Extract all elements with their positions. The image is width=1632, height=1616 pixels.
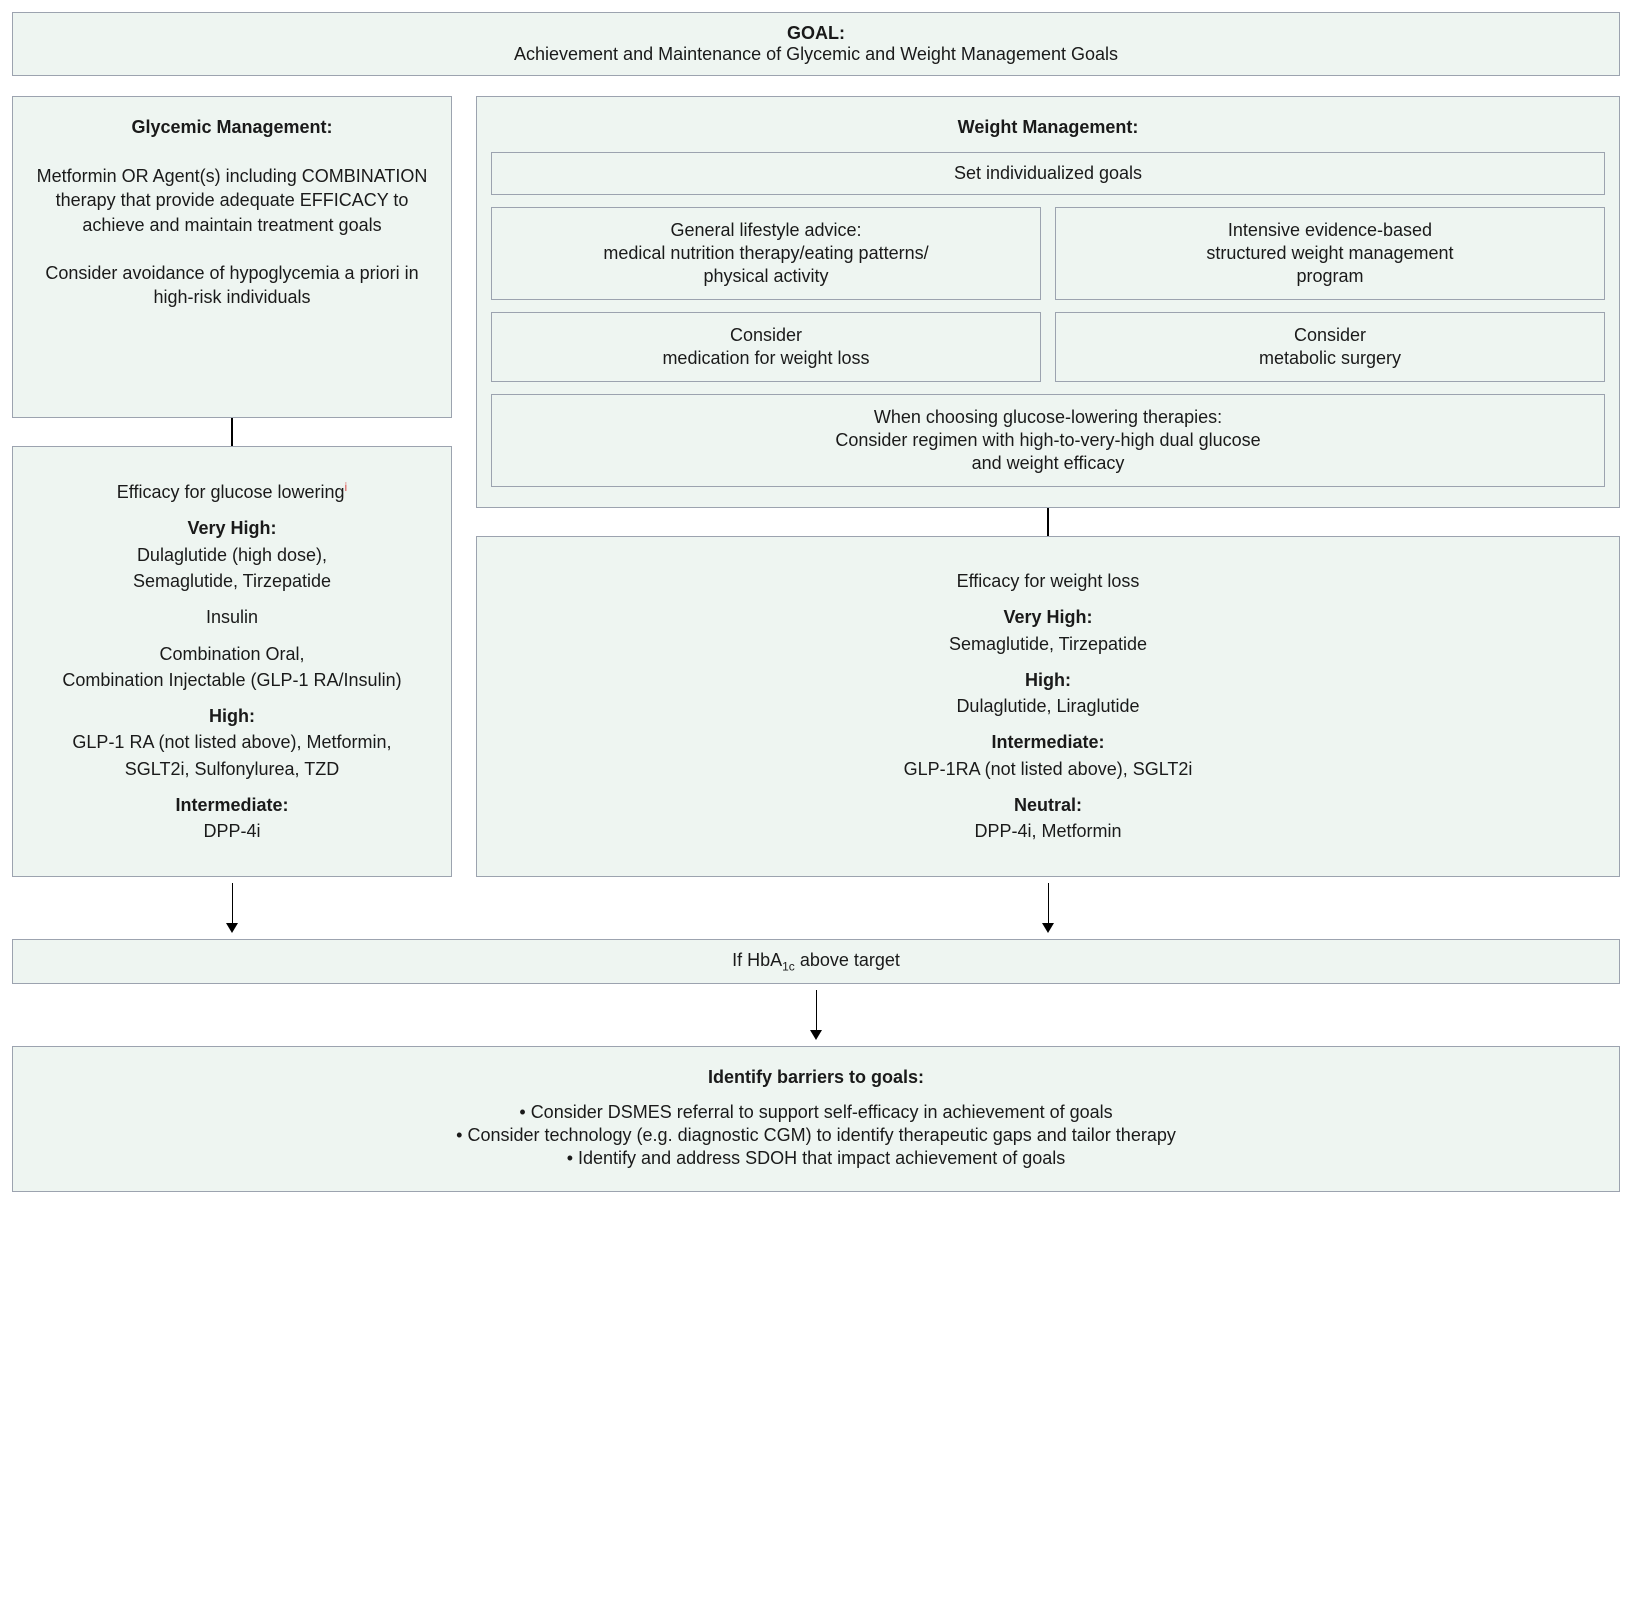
vh1: Dulaglutide (high dose),	[27, 543, 437, 567]
weight-very-high: Very High: Semaglutide, Tirzepatide	[491, 605, 1605, 656]
int-label: Intermediate:	[27, 793, 437, 817]
hba1c-suffix: above target	[795, 950, 900, 970]
lifestyle-3: physical activity	[506, 266, 1026, 287]
bullet-icon: •	[567, 1148, 578, 1168]
combo2: Combination Injectable (GLP-1 RA/Insulin…	[27, 668, 437, 692]
program-1: Intensive evidence-based	[1070, 220, 1590, 241]
lifestyle-box: General lifestyle advice: medical nutrit…	[491, 207, 1041, 300]
hba1c-prefix: If HbA	[732, 950, 782, 970]
choose-3: and weight efficacy	[506, 453, 1590, 474]
glycemic-title: Glycemic Management:	[27, 117, 437, 138]
weight-intermediate: Intermediate: GLP-1RA (not listed above)…	[491, 730, 1605, 781]
w-h-label: High:	[491, 668, 1605, 692]
footnote-mark-icon: i	[345, 480, 348, 494]
glucose-eff-heading-text: Efficacy for glucose lowering	[117, 482, 345, 502]
goal-text: Achievement and Maintenance of Glycemic …	[27, 44, 1605, 65]
program-3: program	[1070, 266, 1590, 287]
very-high-label: Very High:	[27, 516, 437, 540]
glycemic-body-2: Consider avoidance of hypoglycemia a pri…	[27, 261, 437, 310]
hba1c-box: If HbA1c above target	[12, 939, 1620, 985]
glucose-efficacy-box: Efficacy for glucose loweringi Very High…	[12, 446, 452, 877]
barrier-1: • Consider DSMES referral to support sel…	[27, 1102, 1605, 1123]
goal-box: GOAL: Achievement and Maintenance of Gly…	[12, 12, 1620, 76]
w-h1: Dulaglutide, Liraglutide	[491, 694, 1605, 718]
glucose-intermediate: Intermediate: DPP-4i	[27, 793, 437, 844]
right-arrow-col	[476, 877, 1620, 939]
left-arrow-col	[12, 877, 452, 939]
lifestyle-2: medical nutrition therapy/eating pattern…	[506, 243, 1026, 264]
surg-box: Consider metabolic surgery	[1055, 312, 1605, 382]
barriers-box: Identify barriers to goals: • Consider D…	[12, 1046, 1620, 1192]
barrier-1-text: Consider DSMES referral to support self-…	[531, 1102, 1113, 1122]
med-1: Consider	[506, 325, 1026, 346]
combo1: Combination Oral,	[27, 642, 437, 666]
barrier-3: • Identify and address SDOH that impact …	[27, 1148, 1605, 1169]
w-vh1: Semaglutide, Tirzepatide	[491, 632, 1605, 656]
w-vh-label: Very High:	[491, 605, 1605, 629]
arrow-down-mid	[12, 990, 1620, 1040]
weight-mgmt-box: Weight Management: Set individualized go…	[476, 96, 1620, 508]
combo-block: Combination Oral, Combination Injectable…	[27, 642, 437, 693]
goal-label: GOAL:	[27, 23, 1605, 44]
high-label: High:	[27, 704, 437, 728]
arrows-row	[12, 877, 1620, 939]
hba1c-sub: 1c	[782, 959, 795, 973]
med-box: Consider medication for weight loss	[491, 312, 1041, 382]
med-2: medication for weight loss	[506, 348, 1026, 369]
program-box: Intensive evidence-based structured weig…	[1055, 207, 1605, 300]
vh2: Semaglutide, Tirzepatide	[27, 569, 437, 593]
row-med-surg: Consider medication for weight loss Cons…	[491, 312, 1605, 382]
h1: GLP-1 RA (not listed above), Metformin,	[27, 730, 437, 754]
connector-line-right	[1047, 508, 1049, 536]
weight-eff-heading: Efficacy for weight loss	[491, 569, 1605, 593]
insulin-line: Insulin	[27, 605, 437, 629]
right-column: Weight Management: Set individualized go…	[476, 96, 1620, 877]
main-columns: Glycemic Management: Metformin OR Agent(…	[12, 96, 1620, 877]
bullet-icon: •	[456, 1125, 467, 1145]
w-n1: DPP-4i, Metformin	[491, 819, 1605, 843]
barrier-2: • Consider technology (e.g. diagnostic C…	[27, 1125, 1605, 1146]
arrow-down-right	[1042, 883, 1054, 933]
weight-neutral: Neutral: DPP-4i, Metformin	[491, 793, 1605, 844]
row-lifestyle-program: General lifestyle advice: medical nutrit…	[491, 207, 1605, 300]
choose-box: When choosing glucose-lowering therapies…	[491, 394, 1605, 487]
weight-efficacy-box: Efficacy for weight loss Very High: Sema…	[476, 536, 1620, 877]
connector-line	[231, 418, 233, 446]
int1: DPP-4i	[27, 819, 437, 843]
lifestyle-1: General lifestyle advice:	[506, 220, 1026, 241]
barrier-2-text: Consider technology (e.g. diagnostic CGM…	[467, 1125, 1175, 1145]
glycemic-body-1: Metformin OR Agent(s) including COMBINAT…	[27, 164, 437, 237]
h2: SGLT2i, Sulfonylurea, TZD	[27, 757, 437, 781]
arrow-down-left	[226, 883, 238, 933]
glucose-very-high: Very High: Dulaglutide (high dose), Sema…	[27, 516, 437, 593]
barrier-3-text: Identify and address SDOH that impact ac…	[578, 1148, 1065, 1168]
weight-title: Weight Management:	[491, 117, 1605, 138]
weight-high: High: Dulaglutide, Liraglutide	[491, 668, 1605, 719]
choose-1: When choosing glucose-lowering therapies…	[506, 407, 1590, 428]
choose-2: Consider regimen with high-to-very-high …	[506, 430, 1590, 451]
set-goals-box: Set individualized goals	[491, 152, 1605, 195]
program-2: structured weight management	[1070, 243, 1590, 264]
w-int1: GLP-1RA (not listed above), SGLT2i	[491, 757, 1605, 781]
w-int-label: Intermediate:	[491, 730, 1605, 754]
left-column: Glycemic Management: Metformin OR Agent(…	[12, 96, 452, 877]
surg-2: metabolic surgery	[1070, 348, 1590, 369]
glucose-eff-heading: Efficacy for glucose loweringi	[27, 479, 437, 504]
w-n-label: Neutral:	[491, 793, 1605, 817]
glycemic-mgmt-box: Glycemic Management: Metformin OR Agent(…	[12, 96, 452, 418]
barriers-title: Identify barriers to goals:	[27, 1067, 1605, 1088]
glucose-high: High: GLP-1 RA (not listed above), Metfo…	[27, 704, 437, 781]
bullet-icon: •	[519, 1102, 530, 1122]
surg-1: Consider	[1070, 325, 1590, 346]
